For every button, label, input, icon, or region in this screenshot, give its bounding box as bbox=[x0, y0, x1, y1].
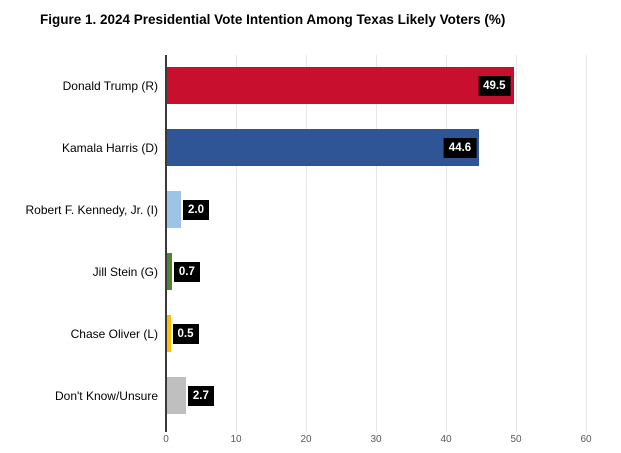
value-label: 49.5 bbox=[478, 76, 511, 96]
bar bbox=[167, 377, 186, 414]
category-label: Donald Trump (R) bbox=[62, 79, 158, 93]
y-axis-line bbox=[165, 55, 167, 432]
category-label: Don't Know/Unsure bbox=[54, 389, 158, 403]
bar bbox=[167, 315, 171, 352]
bar bbox=[167, 129, 480, 166]
value-label: 0.5 bbox=[172, 324, 199, 344]
x-tick-label: 0 bbox=[163, 434, 169, 445]
value-label: 2.7 bbox=[187, 386, 214, 406]
category-label: Robert F. Kennedy, Jr. (I) bbox=[25, 203, 159, 217]
value-label: 2.0 bbox=[183, 200, 209, 220]
category-label: Jill Stein (G) bbox=[92, 265, 158, 279]
gridline bbox=[516, 55, 517, 432]
x-tick-label: 10 bbox=[230, 434, 242, 445]
chart-title: Figure 1. 2024 Presidential Vote Intenti… bbox=[40, 12, 506, 27]
bar bbox=[167, 191, 181, 228]
x-tick-label: 50 bbox=[510, 434, 522, 445]
category-label: Chase Oliver (L) bbox=[70, 327, 158, 341]
value-label: 44.6 bbox=[443, 138, 477, 158]
x-tick-label: 60 bbox=[580, 434, 592, 445]
gridline bbox=[306, 55, 307, 432]
x-tick-label: 40 bbox=[440, 434, 452, 445]
bar bbox=[167, 253, 172, 290]
gridline bbox=[586, 55, 587, 432]
gridline bbox=[236, 55, 237, 432]
category-label: Kamala Harris (D) bbox=[61, 141, 158, 155]
gridline bbox=[446, 55, 447, 432]
value-label: 0.7 bbox=[173, 262, 200, 282]
x-tick-label: 30 bbox=[370, 434, 382, 445]
gridline bbox=[376, 55, 377, 432]
x-tick-label: 20 bbox=[300, 434, 312, 445]
bar bbox=[167, 67, 514, 104]
